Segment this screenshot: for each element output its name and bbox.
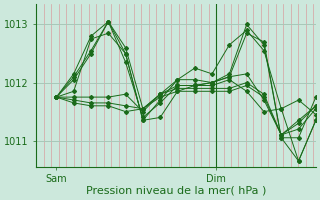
X-axis label: Pression niveau de la mer( hPa ): Pression niveau de la mer( hPa ) [86,186,266,196]
